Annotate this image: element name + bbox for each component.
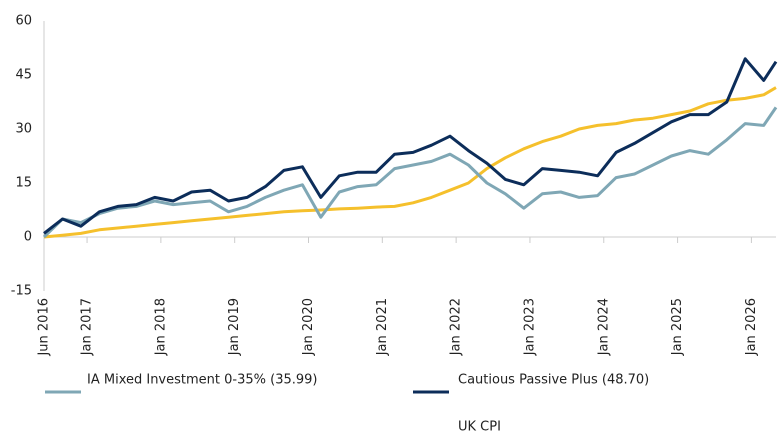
y-tick-label: 60 <box>15 14 32 29</box>
legend-label: IA Mixed Investment 0-35% (35.99) <box>87 373 317 388</box>
series-line <box>42 106 778 239</box>
legend-label: Cautious Passive Plus (48.70) <box>458 373 649 388</box>
y-tick-label: 0 <box>24 230 32 245</box>
x-tick-label: Jan 2025 <box>670 298 685 356</box>
y-tick-label: -15 <box>11 284 32 299</box>
x-tick-label: Jun 2016 <box>37 298 52 357</box>
y-tick-label: 30 <box>15 122 32 137</box>
x-tick-label: Jan 2017 <box>80 298 95 356</box>
x-tick-label: Jan 2021 <box>375 298 390 356</box>
y-tick-label: 15 <box>15 176 32 191</box>
x-tick-label: Jan 2024 <box>596 298 611 356</box>
legend-label: UK CPI <box>458 420 501 435</box>
y-tick-label: 45 <box>15 68 32 83</box>
x-tick-label: Jan 2018 <box>153 298 168 356</box>
x-tick-label: Jan 2022 <box>449 298 464 356</box>
series-line <box>43 86 777 239</box>
x-tick-label: Jan 2019 <box>227 298 242 356</box>
x-tick-label: Jan 2023 <box>522 298 537 356</box>
series-line <box>43 57 778 235</box>
x-tick-label: Jan 2026 <box>744 298 759 356</box>
x-tick-label: Jan 2020 <box>301 298 316 356</box>
